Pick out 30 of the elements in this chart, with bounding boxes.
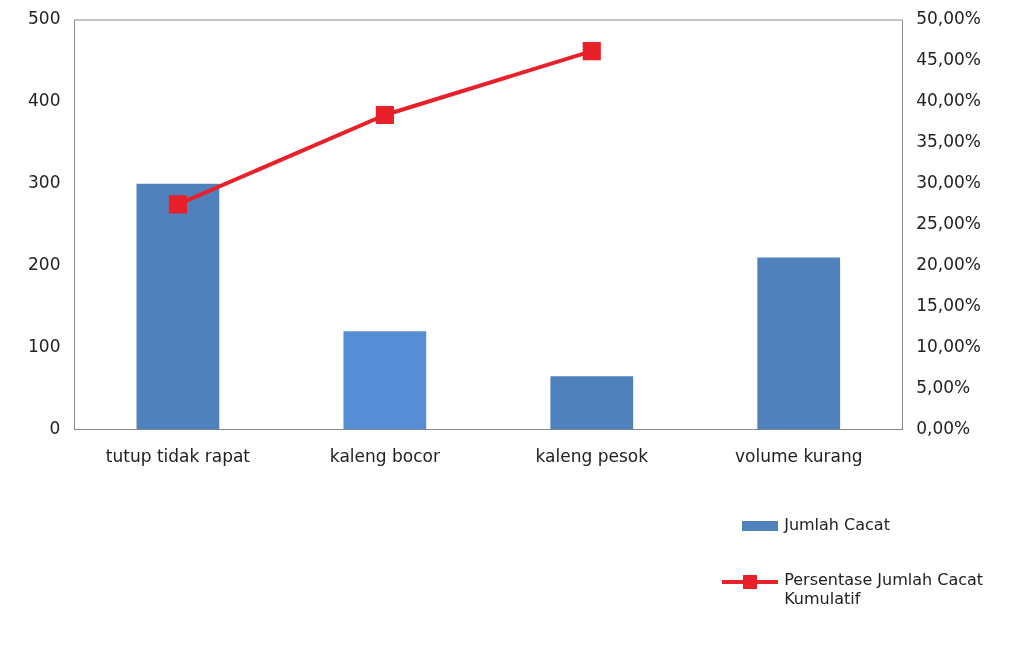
- bar: [757, 257, 841, 430]
- legend-label: Persentase Jumlah Cacat Kumulatif: [784, 569, 985, 608]
- y-tick-label: 400: [27, 90, 61, 111]
- y2-tick-label: 45,00%: [916, 49, 982, 70]
- y-tick-label: 0: [49, 418, 61, 439]
- y-tick-label: 500: [27, 8, 61, 29]
- point: [375, 105, 394, 125]
- y2-tick-label: 5,00%: [916, 377, 971, 398]
- y-tick-label: 200: [27, 254, 61, 275]
- y2-tick-label: 0,00%: [916, 418, 971, 439]
- point: [168, 195, 187, 214]
- point: [582, 42, 601, 61]
- bar: [550, 376, 634, 430]
- y-tick-label: 300: [27, 172, 61, 193]
- y2-tick-label: 50,00%: [916, 8, 982, 29]
- bar: [343, 331, 427, 430]
- x-tick-label: kaleng pesok: [535, 446, 649, 467]
- x-tick-label: volume kurang: [734, 446, 863, 467]
- x-tick-label: tutup tidak rapat: [105, 446, 251, 467]
- y2-tick-label: 10,00%: [916, 336, 982, 357]
- y2-tick-label: 30,00%: [916, 172, 982, 193]
- y2-tick-label: 35,00%: [916, 131, 982, 152]
- bar: [136, 183, 220, 430]
- y2-tick-label: 25,00%: [916, 213, 982, 234]
- y2-tick-label: 20,00%: [916, 254, 982, 275]
- y2-tick-label: 15,00%: [916, 295, 982, 316]
- y-tick-label: 100: [27, 336, 61, 357]
- y2-tick-label: 40,00%: [916, 90, 982, 111]
- x-tick-label: kaleng bocor: [329, 446, 440, 467]
- legend-label: Jumlah Cacat: [784, 514, 891, 534]
